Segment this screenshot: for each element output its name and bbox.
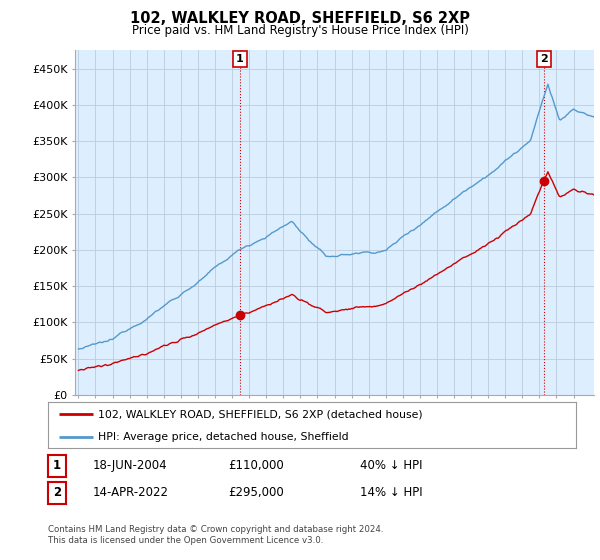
Text: 2: 2: [53, 486, 61, 500]
Text: 102, WALKLEY ROAD, SHEFFIELD, S6 2XP: 102, WALKLEY ROAD, SHEFFIELD, S6 2XP: [130, 11, 470, 26]
Text: 18-JUN-2004: 18-JUN-2004: [93, 459, 167, 473]
Text: Price paid vs. HM Land Registry's House Price Index (HPI): Price paid vs. HM Land Registry's House …: [131, 24, 469, 36]
Text: £295,000: £295,000: [228, 486, 284, 500]
Text: HPI: Average price, detached house, Sheffield: HPI: Average price, detached house, Shef…: [98, 432, 349, 441]
Text: 14-APR-2022: 14-APR-2022: [93, 486, 169, 500]
Text: 40% ↓ HPI: 40% ↓ HPI: [360, 459, 422, 473]
Text: Contains HM Land Registry data © Crown copyright and database right 2024.
This d: Contains HM Land Registry data © Crown c…: [48, 525, 383, 545]
Text: 102, WALKLEY ROAD, SHEFFIELD, S6 2XP (detached house): 102, WALKLEY ROAD, SHEFFIELD, S6 2XP (de…: [98, 409, 423, 419]
Text: £110,000: £110,000: [228, 459, 284, 473]
Text: 1: 1: [236, 54, 244, 64]
Text: 2: 2: [540, 54, 548, 64]
Text: 14% ↓ HPI: 14% ↓ HPI: [360, 486, 422, 500]
Text: 1: 1: [53, 459, 61, 473]
